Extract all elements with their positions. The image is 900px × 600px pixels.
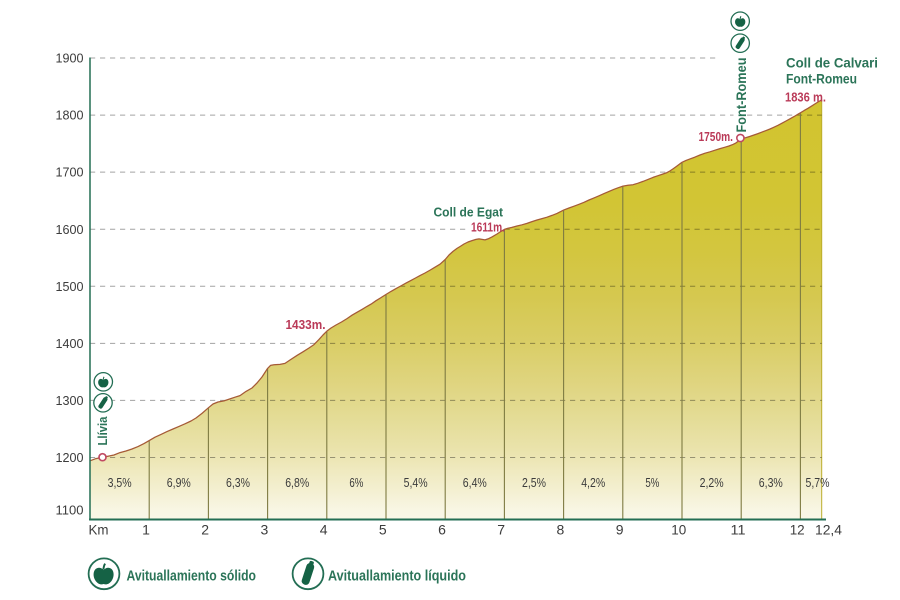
svg-text:Llívia: Llívia xyxy=(95,416,110,446)
svg-text:8: 8 xyxy=(557,522,565,538)
svg-text:2,2%: 2,2% xyxy=(700,476,724,490)
svg-text:1100: 1100 xyxy=(56,503,84,518)
svg-text:4: 4 xyxy=(320,522,328,538)
svg-text:1750m.: 1750m. xyxy=(699,130,734,144)
svg-text:10: 10 xyxy=(671,522,686,538)
svg-text:1900: 1900 xyxy=(56,51,84,66)
svg-text:6,9%: 6,9% xyxy=(167,476,191,490)
svg-text:3,5%: 3,5% xyxy=(108,476,132,490)
svg-text:1500: 1500 xyxy=(56,279,84,294)
svg-text:2: 2 xyxy=(201,522,209,538)
svg-text:9: 9 xyxy=(616,522,624,538)
svg-text:6,8%: 6,8% xyxy=(285,476,309,490)
svg-text:12,4: 12,4 xyxy=(815,522,842,538)
svg-text:Coll de Calvari: Coll de Calvari xyxy=(786,55,878,71)
svg-text:Avituallamiento líquido: Avituallamiento líquido xyxy=(328,569,466,585)
svg-text:6%: 6% xyxy=(349,476,363,490)
svg-text:Avituallamiento sólido: Avituallamiento sólido xyxy=(127,569,257,585)
svg-text:5,4%: 5,4% xyxy=(404,476,428,490)
svg-text:5: 5 xyxy=(379,522,387,538)
svg-text:6,3%: 6,3% xyxy=(226,476,250,490)
svg-text:1400: 1400 xyxy=(56,336,84,351)
svg-text:5%: 5% xyxy=(645,476,659,490)
svg-text:1800: 1800 xyxy=(56,108,84,123)
svg-text:1: 1 xyxy=(142,522,150,538)
svg-text:12: 12 xyxy=(790,522,805,538)
svg-text:2,5%: 2,5% xyxy=(522,476,546,490)
svg-text:Font-Romeu: Font-Romeu xyxy=(786,71,857,87)
svg-text:1600: 1600 xyxy=(56,222,84,237)
svg-text:3: 3 xyxy=(261,522,269,538)
svg-text:1700: 1700 xyxy=(56,165,84,180)
svg-text:11: 11 xyxy=(731,522,746,538)
svg-text:1611m.: 1611m. xyxy=(471,221,505,235)
svg-text:6,4%: 6,4% xyxy=(463,476,487,490)
svg-text:6: 6 xyxy=(438,522,446,538)
svg-text:1300: 1300 xyxy=(56,393,84,408)
svg-text:Km: Km xyxy=(89,523,109,538)
svg-text:7: 7 xyxy=(497,522,505,538)
svg-text:4,2%: 4,2% xyxy=(581,476,605,490)
svg-text:Font-Romeu: Font-Romeu xyxy=(734,58,749,133)
svg-text:Coll de Egat: Coll de Egat xyxy=(434,205,504,220)
svg-text:5,7%: 5,7% xyxy=(806,476,830,490)
svg-text:6,3%: 6,3% xyxy=(759,476,783,490)
svg-text:1200: 1200 xyxy=(56,450,84,465)
svg-text:1836 m.: 1836 m. xyxy=(785,91,826,105)
svg-text:1433m.: 1433m. xyxy=(286,318,326,332)
